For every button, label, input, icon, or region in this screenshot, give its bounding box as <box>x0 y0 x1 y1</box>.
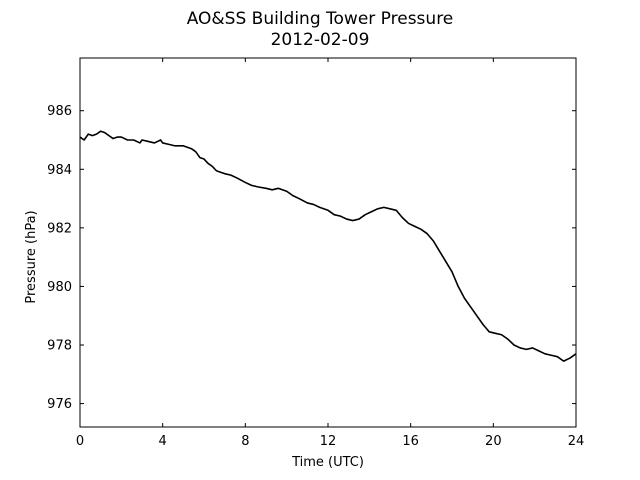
y-tick-label-5: 986 <box>47 104 72 119</box>
x-tick-label-4: 16 <box>402 434 419 449</box>
y-tick-label-1: 978 <box>47 339 72 354</box>
x-tick-label-5: 20 <box>485 434 502 449</box>
x-tick-label-6: 24 <box>568 434 585 449</box>
y-axis-label: Pressure (hPa) <box>24 210 39 303</box>
chart-title: AO&SS Building Tower Pressure <box>187 9 454 29</box>
y-tick-label-3: 982 <box>47 221 72 236</box>
x-tick-label-0: 0 <box>76 434 84 449</box>
x-tick-label-2: 8 <box>241 434 249 449</box>
x-tick-label-1: 4 <box>159 434 167 449</box>
chart-subtitle: 2012-02-09 <box>271 30 370 50</box>
plot-frame <box>79 57 577 428</box>
series-line-0 <box>79 130 577 362</box>
y-tick-label-2: 980 <box>47 280 72 295</box>
y-tick-label-0: 976 <box>47 397 72 412</box>
x-axis-label: Time (UTC) <box>291 455 364 470</box>
y-tick-label-4: 984 <box>47 163 72 178</box>
x-tick-label-3: 12 <box>320 434 337 449</box>
plot-area: 0 4 8 12 16 20 24 976 978 980 982 984 986 <box>47 57 585 449</box>
